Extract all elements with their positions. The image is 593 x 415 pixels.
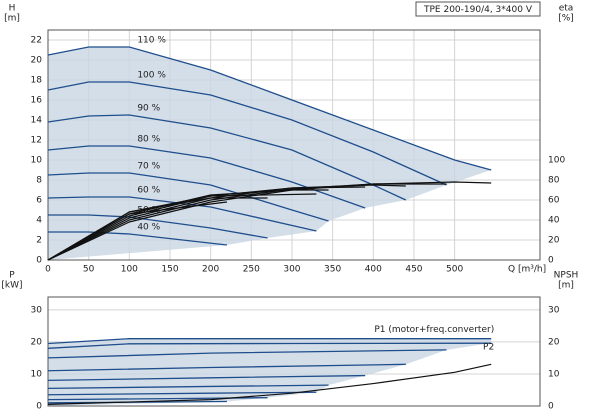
- y-tick-label: 18: [31, 76, 43, 86]
- curve-label: 40 %: [137, 223, 160, 233]
- x-tick-label: 500: [446, 265, 463, 275]
- y2-axis-label: eta: [559, 4, 574, 14]
- curve: [47, 81, 447, 186]
- y-tick-label: 4: [36, 216, 42, 226]
- y-tick-label: 2: [36, 236, 42, 246]
- x-axis-label: Q [m³/h]: [508, 265, 546, 275]
- curve: [47, 46, 492, 171]
- curve-label: P2: [483, 343, 494, 353]
- y2-tick-label: 40: [548, 216, 560, 226]
- curve-label: 90 %: [137, 104, 160, 114]
- y-axis-label: P: [9, 271, 15, 281]
- y2-tick-label: 60: [548, 196, 560, 206]
- curve: [47, 338, 492, 345]
- y-tick-label: 10: [31, 156, 43, 166]
- x-tick-label: 50: [83, 265, 95, 275]
- y-tick-label: 30: [31, 305, 43, 315]
- secondary-curve: [47, 201, 227, 261]
- curve: [47, 384, 329, 390]
- curve: [47, 172, 329, 222]
- y-tick-label: 6: [36, 196, 42, 206]
- curve-label: 110 %: [137, 36, 166, 46]
- y2-tick-label: 0: [548, 256, 554, 266]
- y2-tick-label: 100: [548, 156, 565, 166]
- x-tick-label: 150: [161, 265, 178, 275]
- y-tick-label: 12: [31, 136, 42, 146]
- y-tick-label: 22: [31, 36, 42, 46]
- chart-title: TPE 200-190/4, 3*400 V: [423, 5, 533, 15]
- y-axis-unit: [m]: [4, 14, 20, 24]
- y-tick-label: 14: [31, 116, 43, 126]
- operating-area: [48, 338, 492, 406]
- y2-tick-label: 30: [548, 305, 560, 315]
- x-tick-label: 100: [121, 265, 138, 275]
- x-tick-label: 0: [45, 265, 51, 275]
- plot-frame: [47, 29, 541, 261]
- curve-label: P1 (motor+freq.converter): [374, 325, 494, 335]
- operating-area: [48, 47, 492, 260]
- y-tick-label: 10: [31, 369, 43, 379]
- x-tick-label: 450: [405, 265, 422, 275]
- y2-axis-label: NPSH: [554, 271, 579, 281]
- y-tick-label: 0: [36, 402, 42, 412]
- y-tick-label: 20: [31, 56, 43, 66]
- curve-label: 80 %: [137, 135, 160, 145]
- y-axis-unit: [kW]: [1, 281, 22, 291]
- curve: [47, 196, 317, 232]
- curve: [47, 400, 227, 404]
- y2-tick-label: 80: [548, 176, 560, 186]
- curve-label: 100 %: [137, 71, 166, 81]
- secondary-curve: [47, 183, 447, 261]
- y-tick-label: 0: [36, 256, 42, 266]
- x-tick-label: 300: [283, 265, 300, 275]
- x-tick-label: 250: [243, 265, 260, 275]
- y2-tick-label: 20: [548, 337, 560, 347]
- curve: [47, 145, 366, 209]
- curve: [47, 363, 406, 372]
- curve-label: 50 %: [137, 206, 160, 216]
- title-box: [415, 1, 541, 17]
- curve-label: 70 %: [137, 162, 160, 172]
- curve: [47, 374, 366, 382]
- curve: [47, 391, 317, 396]
- y-tick-label: 16: [31, 96, 43, 106]
- x-tick-label: 350: [324, 265, 341, 275]
- y2-tick-label: 0: [548, 402, 554, 412]
- y2-axis-unit: [%]: [558, 14, 574, 24]
- y-tick-label: 8: [36, 176, 42, 186]
- secondary-curve: [47, 363, 492, 405]
- curve-label: 60 %: [137, 186, 160, 196]
- x-tick-label: 400: [365, 265, 382, 275]
- curve: [48, 214, 268, 239]
- secondary-curve: [47, 197, 268, 261]
- curve: [48, 231, 227, 246]
- curve: [47, 342, 492, 349]
- curve: [47, 349, 447, 359]
- plot-frame: [47, 296, 541, 407]
- y2-tick-label: 20: [548, 236, 560, 246]
- y2-axis-unit: [m]: [558, 281, 574, 291]
- y2-tick-label: 10: [548, 369, 560, 379]
- y-tick-label: 20: [31, 337, 43, 347]
- x-tick-label: 200: [202, 265, 219, 275]
- y-axis-label: H: [9, 4, 16, 14]
